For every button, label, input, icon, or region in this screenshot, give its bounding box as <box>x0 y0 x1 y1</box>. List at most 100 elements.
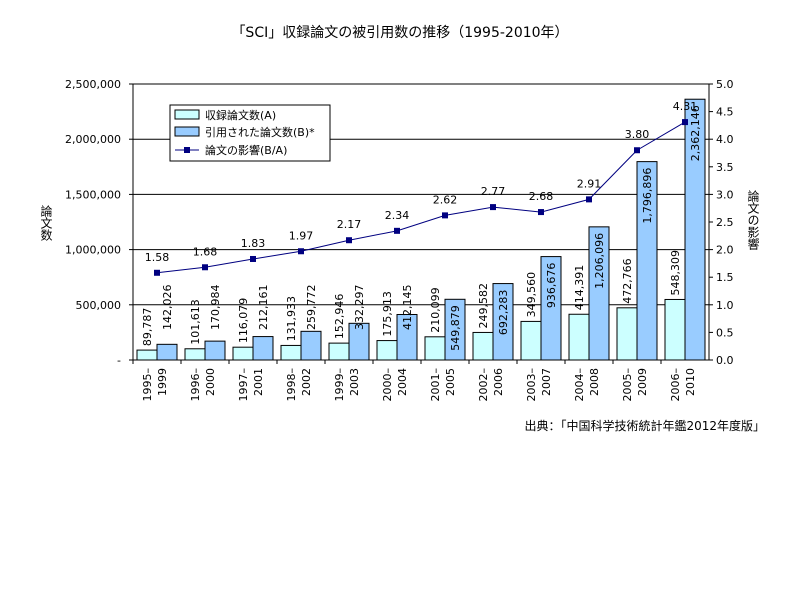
bar-a-label: 472,766 <box>621 258 634 304</box>
y2-tick-label: 3.0 <box>716 188 734 201</box>
bar-b-label: 1,206,096 <box>593 233 606 289</box>
impact-marker <box>202 264 208 271</box>
x-tick-label: 2003 <box>348 368 361 396</box>
impact-label: 1.68 <box>193 245 218 258</box>
bar-a <box>424 336 446 361</box>
impact-marker <box>586 196 592 203</box>
impact-label: 1.58 <box>145 251 170 264</box>
y2-tick-label: 1.0 <box>716 299 734 312</box>
bar-a <box>136 349 158 361</box>
x-tick-label: 2002– <box>477 368 490 402</box>
impact-label: 1.83 <box>241 237 266 250</box>
impact-line <box>156 121 686 274</box>
bar-a <box>472 331 494 361</box>
impact-label: 2.77 <box>481 185 506 198</box>
y2-tick-label: 4.0 <box>716 133 734 146</box>
impact-marker <box>682 119 688 126</box>
legend-label-line: 論文の影響(B/A) <box>205 143 287 157</box>
legend-swatch-b <box>174 126 200 137</box>
y2-tick-label: 5.0 <box>716 78 734 91</box>
impact-label: 4.31 <box>673 100 698 113</box>
legend-marker <box>184 147 190 153</box>
x-tick-label: 2005 <box>444 368 457 396</box>
y2-tick-label: 3.5 <box>716 161 734 174</box>
x-tick-label: 2004– <box>573 368 586 402</box>
y-tick-label: - <box>117 354 121 367</box>
impact-marker <box>250 255 256 262</box>
bar-a-label: 210,099 <box>429 287 442 333</box>
x-tick-label: 1995– <box>141 368 154 402</box>
y-tick-label: 500,000 <box>76 299 122 312</box>
y-tick-label: 1,000,000 <box>65 244 121 257</box>
bar-a <box>616 307 638 361</box>
bar-a-label: 349,560 <box>525 272 538 318</box>
x-tick-label: 2000 <box>204 368 217 396</box>
x-tick-label: 2001 <box>252 368 265 396</box>
impact-label: 1.97 <box>289 229 314 242</box>
x-tick-label: 2007 <box>540 368 553 396</box>
x-tick-label: 2005– <box>621 368 634 402</box>
y2-axis-label: 論文の影響 <box>746 190 760 250</box>
bar-b-label: 1,796,896 <box>641 168 654 224</box>
impact-label: 3.80 <box>625 128 650 141</box>
legend-label-a: 収録論文数(A) <box>205 108 276 122</box>
y2-tick-label: 0.0 <box>716 354 734 367</box>
impact-label: 2.68 <box>529 190 554 203</box>
x-tick-label: 2002 <box>300 368 313 396</box>
bar-a <box>376 340 398 361</box>
impact-marker <box>538 209 544 216</box>
x-tick-label: 2000– <box>381 368 394 402</box>
y2-tick-label: 2.5 <box>716 216 734 229</box>
x-tick-label: 2009 <box>636 368 649 396</box>
bar-b-label: 412,145 <box>401 285 414 331</box>
legend-label-b: 引用された論文数(B)* <box>205 125 315 139</box>
y-axis-label: 論文数 <box>39 205 53 241</box>
impact-marker <box>394 227 400 234</box>
impact-label: 2.34 <box>385 209 410 222</box>
bar-b-label: 142,026 <box>161 285 174 331</box>
x-tick-label: 1998– <box>285 368 298 402</box>
bar-b <box>300 330 322 361</box>
x-tick-label: 1999 <box>156 368 169 396</box>
bar-a-label: 152,946 <box>333 294 346 340</box>
bar-b <box>156 343 178 361</box>
impact-label: 2.62 <box>433 193 458 206</box>
bar-b-label: 332,297 <box>353 285 366 331</box>
x-tick-label: 2006 <box>492 368 505 396</box>
y2-tick-label: 4.5 <box>716 106 734 119</box>
impact-marker <box>442 212 448 219</box>
x-tick-label: 2008 <box>588 368 601 396</box>
bar-a-label: 101,613 <box>189 299 202 345</box>
bar-a <box>568 313 590 361</box>
x-tick-label: 1999– <box>333 368 346 402</box>
bar-b <box>252 336 274 361</box>
x-tick-label: 2006– <box>669 368 682 402</box>
bar-a <box>280 344 302 361</box>
impact-label: 2.17 <box>337 218 362 231</box>
bar-a-label: 175,913 <box>381 291 394 337</box>
bar-a-label: 89,787 <box>141 308 154 347</box>
bar-b-label: 692,283 <box>497 290 510 336</box>
x-tick-label: 2010 <box>684 368 697 396</box>
bar-b-label: 549,879 <box>449 305 462 351</box>
bar-b-label: 2,362,146 <box>689 105 702 161</box>
impact-label: 2.91 <box>577 177 602 190</box>
y2-tick-label: 2.0 <box>716 244 734 257</box>
bar-a-label: 548,309 <box>669 250 682 296</box>
bar-b-label: 170,984 <box>209 285 222 331</box>
bar-b-label: 936,676 <box>545 263 558 309</box>
bar-a <box>328 342 350 361</box>
bar-b-label: 259,772 <box>305 285 318 331</box>
impact-marker <box>346 237 352 244</box>
bar-a-label: 414,391 <box>573 265 586 311</box>
x-tick-label: 2001– <box>429 368 442 402</box>
y-tick-label: 2,000,000 <box>65 133 121 146</box>
bar-a-label: 116,079 <box>237 298 250 344</box>
y2-tick-label: 1.5 <box>716 271 734 284</box>
bar-b-label: 212,161 <box>257 285 270 331</box>
bar-a-label: 131,933 <box>285 296 298 342</box>
chart-title: 「SCI」収録論文の被引用数の推移（1995-2010年） <box>231 25 568 41</box>
impact-marker <box>490 204 496 211</box>
